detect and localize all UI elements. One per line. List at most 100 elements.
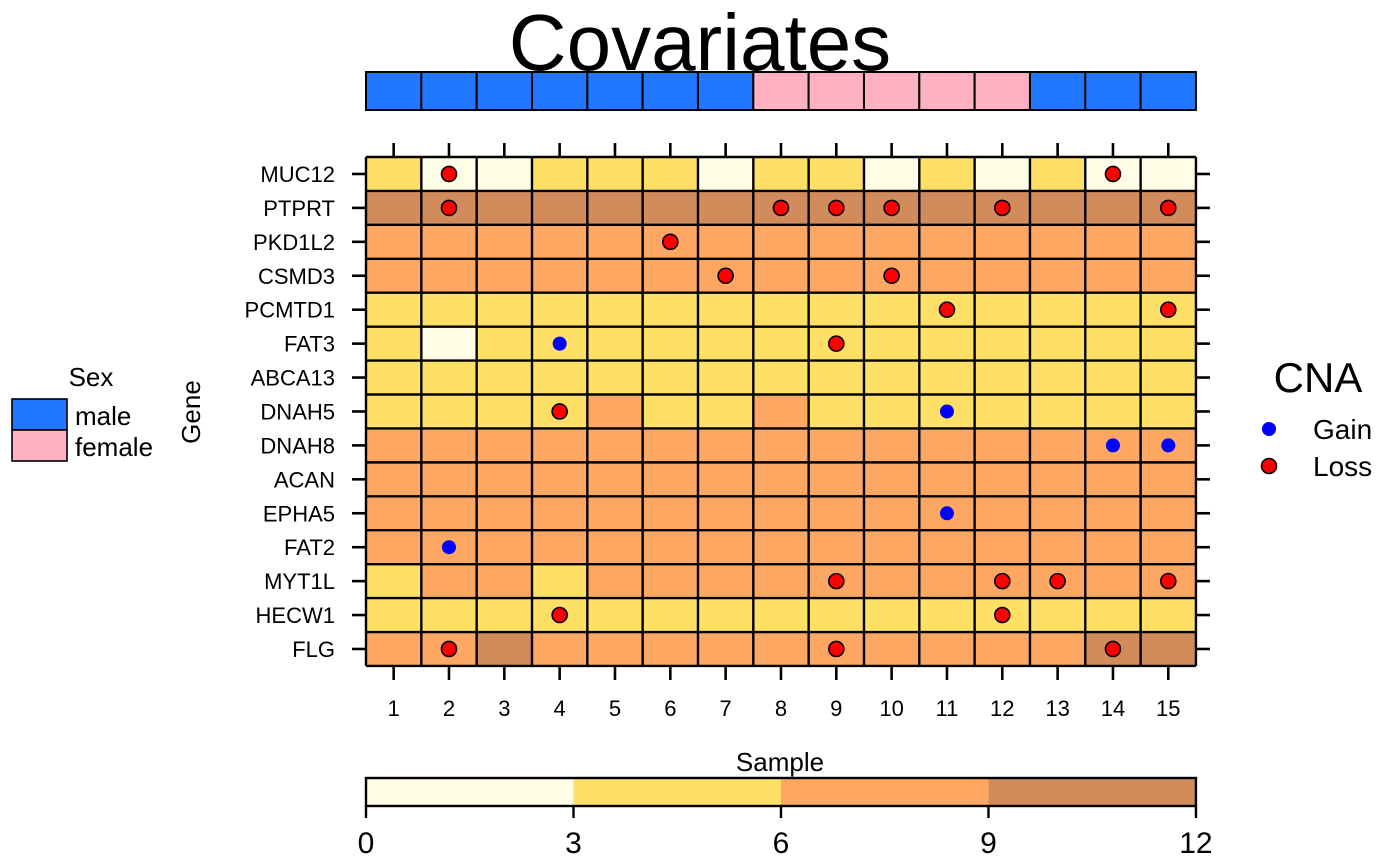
covariate-cell	[973, 71, 1031, 111]
axis-ticks	[352, 143, 1210, 680]
gene-label: PTPRT	[263, 196, 335, 221]
covariate-cell	[696, 71, 755, 111]
gene-label: PKD1L2	[253, 230, 335, 255]
heatmap-cell	[366, 564, 422, 599]
heatmap-cell	[642, 360, 698, 395]
heatmap-cell	[753, 462, 809, 497]
heatmap-cell	[974, 462, 1030, 497]
heatmap-cell	[421, 394, 477, 429]
heatmap-cell	[476, 394, 532, 429]
heatmap-cell	[753, 394, 809, 429]
sample-label: 7	[720, 696, 732, 721]
heatmap-cell	[753, 258, 809, 293]
heatmap-cell	[476, 224, 532, 259]
sex-legend-swatch	[11, 398, 68, 431]
heatmap-cell	[974, 258, 1030, 293]
heatmap-cell	[753, 530, 809, 565]
heatmap-cell	[863, 598, 920, 633]
heatmap-cell	[808, 292, 864, 327]
gene-label: FAT3	[284, 332, 335, 357]
heatmap-cell	[808, 530, 864, 565]
heatmap-cell	[1140, 224, 1196, 259]
heatmap-cell	[1085, 360, 1141, 395]
heatmap-cell	[1140, 394, 1196, 429]
heatmap-cell	[366, 394, 422, 429]
heatmap-cell	[421, 564, 477, 599]
cna-legend: CNA Gain Loss	[1260, 354, 1372, 482]
cna-loss-point	[883, 199, 900, 217]
sample-label: 1	[388, 696, 400, 721]
heatmap-cell	[366, 292, 422, 327]
heatmap-cell	[1029, 462, 1086, 497]
heatmap-cell	[366, 530, 422, 565]
sample-label: 9	[830, 696, 842, 721]
heatmap-cell	[531, 190, 588, 225]
cna-loss-point	[828, 640, 845, 658]
heatmap-cell	[531, 462, 588, 497]
heatmap-cell	[421, 360, 477, 395]
gene-label: CSMD3	[258, 264, 335, 289]
heatmap-cell	[808, 360, 864, 395]
heatmap-cell	[587, 462, 643, 497]
heatmap-cell	[863, 157, 920, 191]
sex-legend-label: male	[75, 401, 131, 431]
heatmap-cell	[531, 632, 588, 666]
heatmap-cell	[974, 360, 1030, 395]
heatmap-cell	[1029, 530, 1086, 565]
heatmap-cell	[808, 598, 864, 633]
heatmap-cell	[531, 564, 588, 599]
heatmap-cell	[476, 462, 532, 497]
sex-legend-title: Sex	[69, 362, 114, 392]
heatmap-cell	[808, 496, 864, 531]
cna-loss-point	[1104, 165, 1122, 183]
gene-label: ABCA13	[251, 366, 335, 391]
covariate-cell	[1139, 71, 1197, 111]
heatmap-cell	[919, 360, 975, 395]
cna-loss-point	[440, 165, 458, 183]
sample-labels: 1 2 3 4 5 6 7 8 9 10 11 12 13 14 15	[388, 696, 1181, 721]
heatmap-cell	[642, 598, 698, 633]
heatmap-cell	[642, 157, 698, 191]
cna-loss-point	[993, 606, 1011, 624]
heatmap-cell	[919, 564, 975, 599]
heatmap-cell	[1085, 190, 1141, 225]
heatmap-cell	[366, 598, 422, 633]
heatmap-cell	[1085, 326, 1141, 361]
heatmap-cell	[1085, 530, 1141, 565]
heatmap-cell	[531, 157, 588, 191]
heatmap-cell	[366, 360, 422, 395]
heatmap-cell	[697, 496, 754, 531]
heatmap-cell	[421, 326, 477, 361]
heatmap-cell	[863, 462, 920, 497]
heatmap-cell	[1085, 564, 1141, 599]
heatmap-cell	[697, 157, 754, 191]
heatmap-cell	[1085, 496, 1141, 531]
heatmap-cell	[753, 496, 809, 531]
heatmap-cell	[808, 224, 864, 259]
y-axis-label: Gene	[176, 380, 206, 444]
heatmap-cell	[863, 326, 920, 361]
cna-loss-point	[993, 572, 1011, 590]
colorbar-tick-label: 6	[773, 827, 790, 860]
covariate-cell	[1028, 71, 1087, 111]
sample-label: 15	[1156, 696, 1180, 721]
cna-loss-point	[772, 199, 790, 217]
heatmap-cell	[1029, 258, 1086, 293]
heatmap-cell	[642, 258, 698, 293]
heatmap-cell	[587, 157, 643, 191]
sex-legend-swatch	[11, 429, 68, 462]
heatmap-cell	[1029, 190, 1086, 225]
covariate-cell	[365, 71, 423, 111]
heatmap-cell	[476, 632, 532, 666]
heatmap-cell	[1085, 598, 1141, 633]
heatmap-cell	[697, 292, 754, 327]
heatmap-cell	[476, 157, 532, 191]
heatmap-cell	[1140, 157, 1196, 191]
cna-loss-point	[662, 233, 679, 251]
heatmap-cell	[1085, 224, 1141, 259]
gene-labels: MUC12 PTPRT PKD1L2 CSMD3 PCMTD1 FAT3 ABCA13 DNA…	[245, 162, 335, 662]
heatmap-cell	[863, 224, 920, 259]
sample-label: 8	[775, 696, 787, 721]
heatmap-cell	[421, 462, 477, 497]
